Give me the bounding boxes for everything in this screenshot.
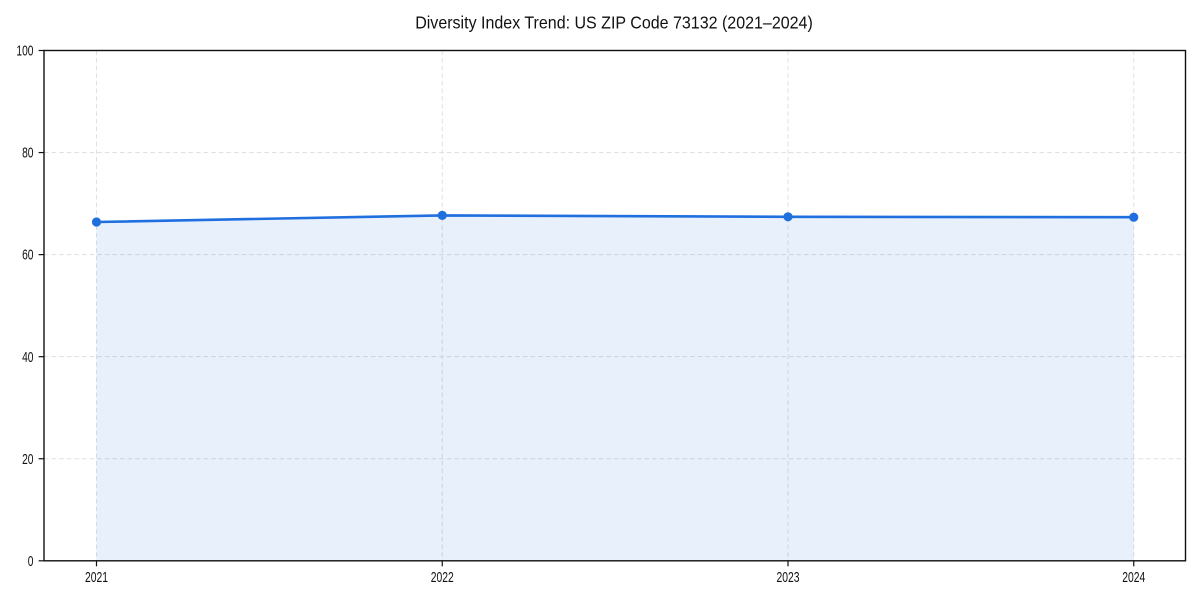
svg-text:Diversity Index Trend: US ZIP: Diversity Index Trend: US ZIP Code 73132…	[415, 12, 813, 32]
svg-text:2021: 2021	[85, 570, 108, 586]
svg-text:80: 80	[22, 146, 33, 162]
svg-text:2023: 2023	[777, 570, 800, 586]
svg-text:0: 0	[28, 554, 34, 570]
svg-text:40: 40	[22, 350, 33, 366]
svg-text:100: 100	[16, 44, 33, 60]
svg-text:60: 60	[22, 248, 33, 264]
svg-text:2024: 2024	[1122, 570, 1145, 586]
svg-text:2022: 2022	[431, 570, 454, 586]
svg-text:20: 20	[22, 452, 33, 468]
